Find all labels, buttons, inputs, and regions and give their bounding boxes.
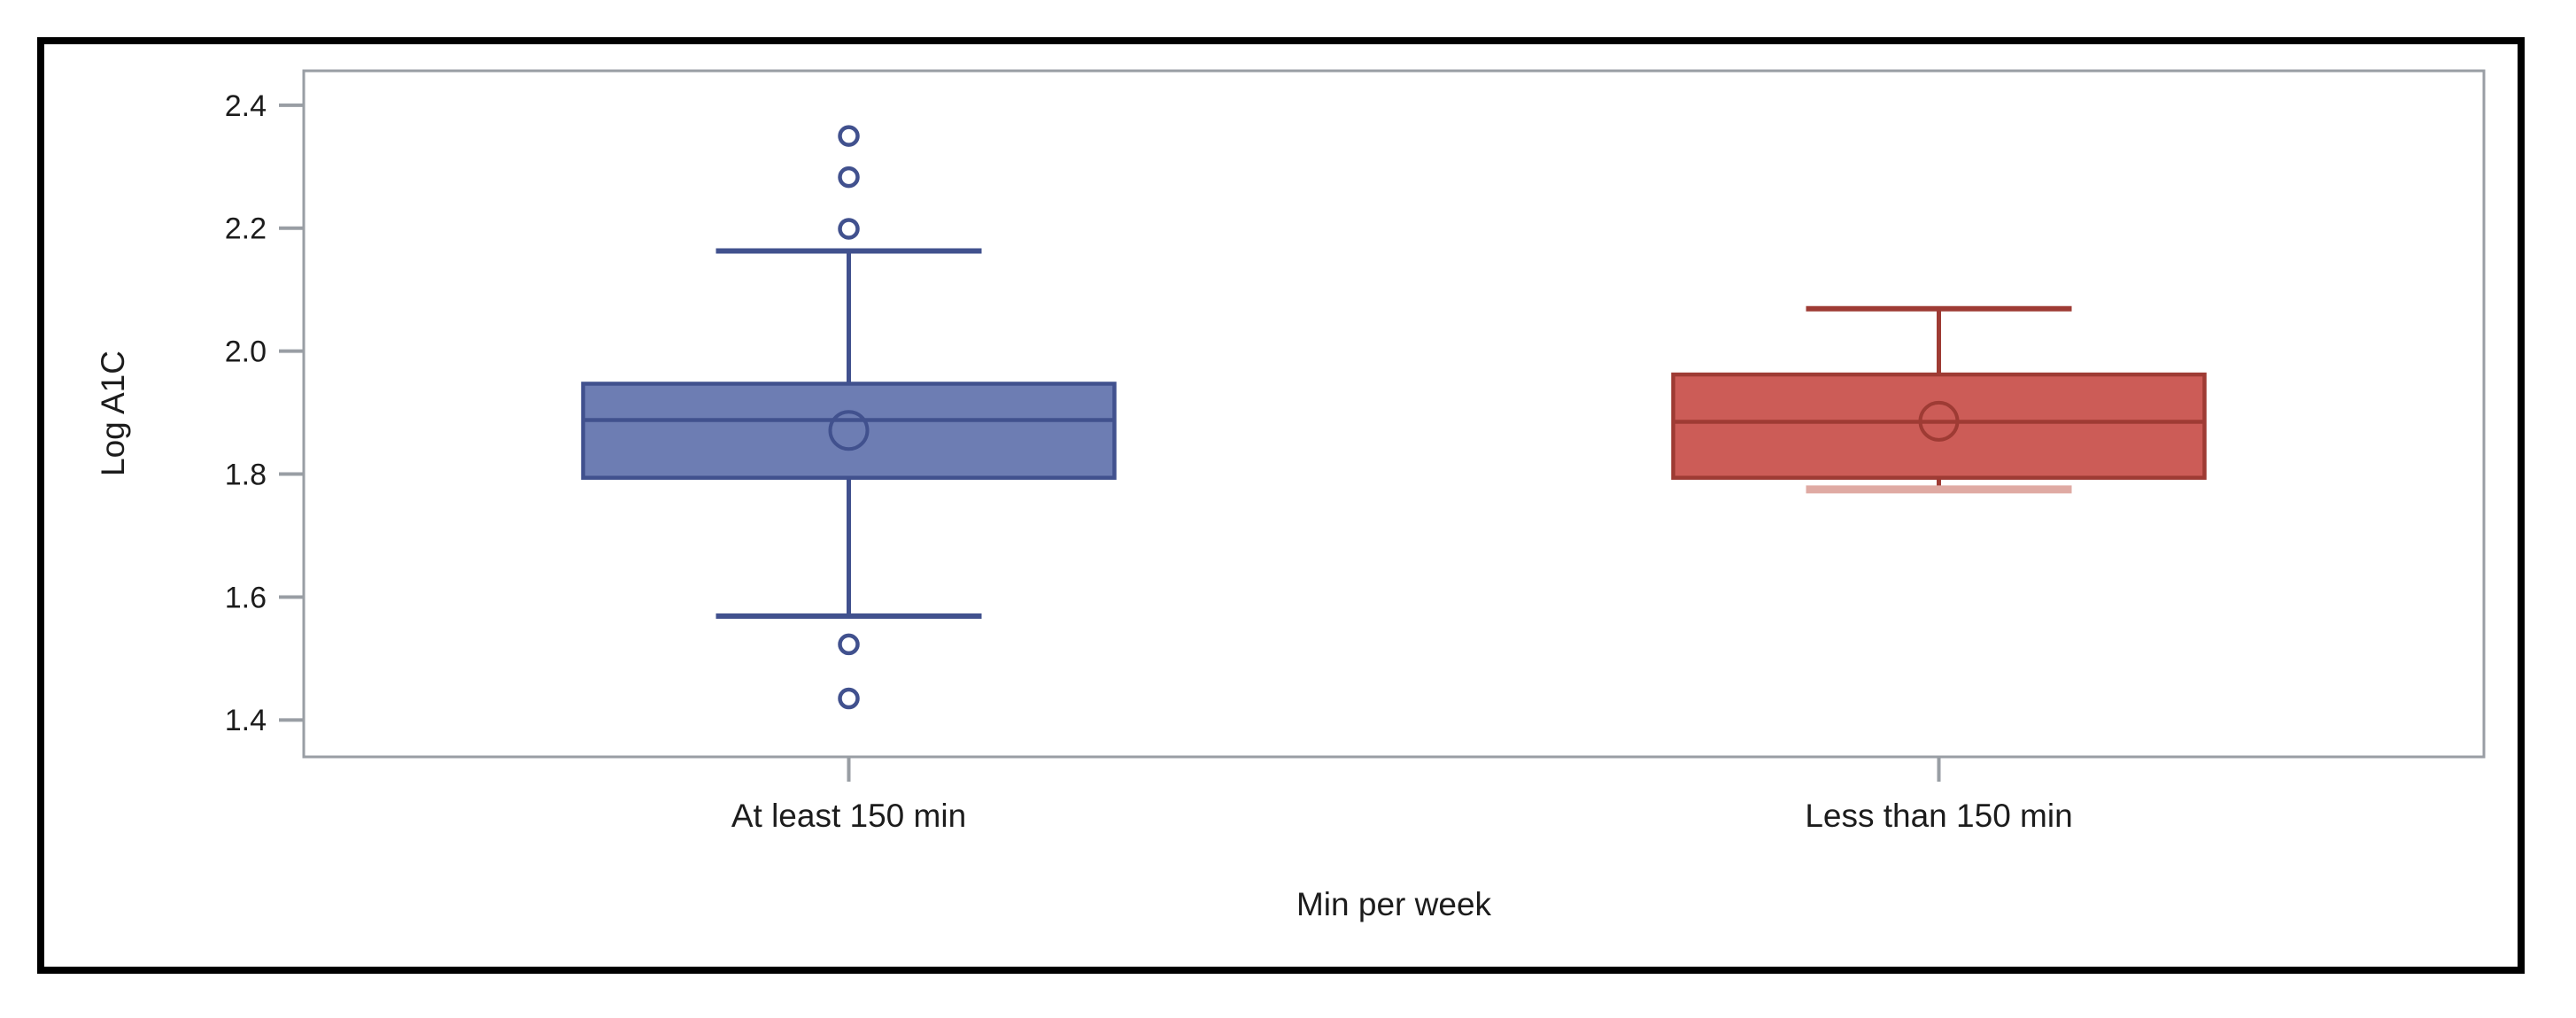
outlier-point (838, 166, 860, 189)
y-tick-label: 1.6 (225, 581, 267, 614)
y-tick-label: 1.4 (225, 704, 267, 737)
y-tick-label: 2.4 (225, 89, 267, 123)
mean-marker (1918, 400, 1960, 442)
x-category-label: Less than 150 min (1805, 798, 2072, 834)
outlier-point (838, 218, 860, 240)
figure-border (37, 37, 2525, 974)
x-category-label: At least 150 min (731, 798, 966, 834)
outlier-point (838, 125, 860, 147)
outlier-point (838, 633, 860, 656)
plot-frame (302, 69, 2486, 759)
y-tick-label: 1.8 (225, 458, 267, 491)
outlier-point (838, 687, 860, 710)
y-tick-label: 2.2 (225, 212, 267, 246)
y-axis-title: Log A1C (95, 351, 131, 476)
y-tick-label: 2.0 (225, 335, 267, 369)
x-axis-title: Min per week (1296, 886, 1492, 922)
iqr-box (1671, 372, 2207, 480)
iqr-box (581, 382, 1117, 480)
mean-marker (828, 410, 870, 451)
